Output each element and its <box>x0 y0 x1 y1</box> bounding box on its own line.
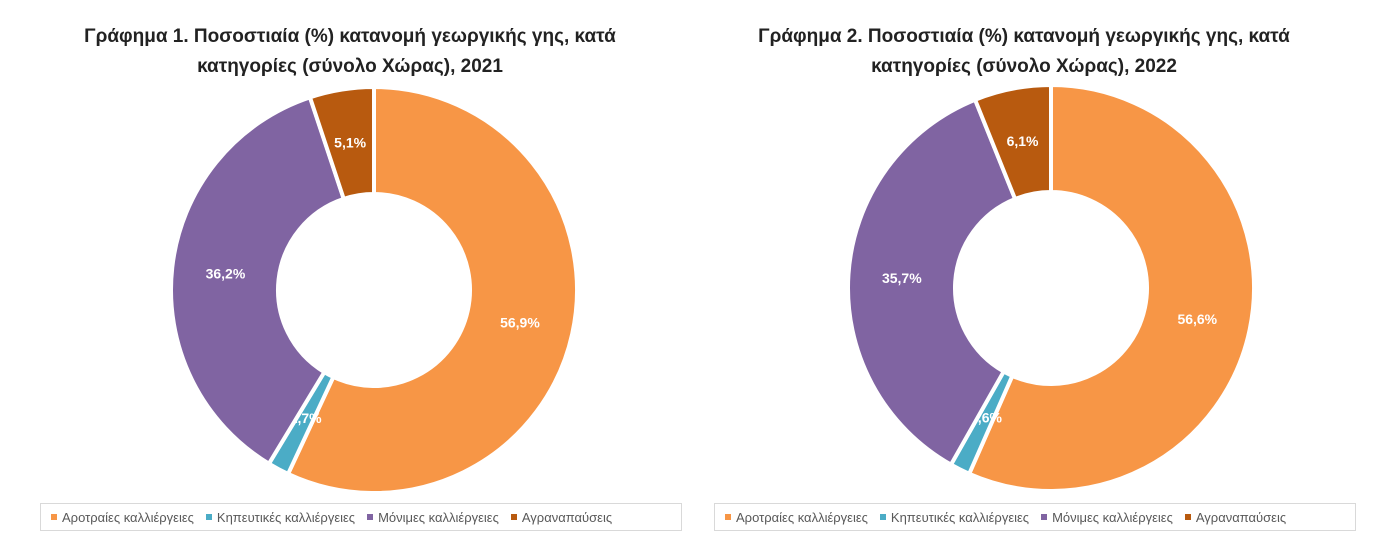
chart-title-line-1: Γράφημα 1. Ποσοστιαία (%) κατανομή γεωργ… <box>84 26 616 47</box>
chart-legend: Αροτραίες καλλιέργειες Κηπευτικές καλλιέρ… <box>40 503 682 531</box>
legend-swatch <box>879 514 886 520</box>
data-label: 56,9% <box>500 314 540 330</box>
chart-title-line-2: κατηγορίες (σύνολο Χώρας), 2022 <box>871 56 1177 77</box>
legend-label: Μόνιμες καλλιέργειες <box>1052 509 1173 525</box>
data-label: 5,1% <box>334 134 366 150</box>
data-label: 35,7% <box>882 270 922 286</box>
data-label: 56,6% <box>1177 311 1217 327</box>
legend-swatch <box>51 514 57 520</box>
legend-label: Μόνιμες καλλιέργειες <box>378 509 499 525</box>
legend-label: Αροτραίες καλλιέργειες <box>736 509 868 525</box>
legend-item: Αροτραίες καλλιέργειες <box>725 510 868 525</box>
data-label: 36,2% <box>206 265 246 281</box>
donut-slice-αροτραίες-καλλιέργειες <box>966 82 1256 493</box>
donut-slice-αγραναπαύσεις <box>972 82 1053 202</box>
legend-item: Αροτραίες καλλιέργειες <box>51 510 194 525</box>
chart-title: Γράφημα 2. Ποσοστιαία (%) κατανομή γεωργ… <box>694 22 1354 82</box>
legend-swatch <box>510 514 517 520</box>
legend-label: Κηπευτικές καλλιέργειες <box>890 509 1030 525</box>
legend-label: Αγραναπαύσεις <box>1195 509 1287 525</box>
chart-panel-2022: Γράφημα 2. Ποσοστιαία (%) κατανομή γεωργ… <box>694 0 1356 543</box>
legend-item: Κηπευτικές καλλιέργειες <box>205 509 356 525</box>
legend-swatch <box>205 514 212 520</box>
chart-title-line-2: κατηγορίες (σύνολο Χώρας), 2021 <box>197 56 503 77</box>
donut-slice-αροτραίες-καλλιέργειες <box>285 84 579 495</box>
legend-label: Αγραναπαύσεις <box>521 509 613 525</box>
legend-label: Κηπευτικές καλλιέργειες <box>216 509 356 525</box>
legend-item: Μόνιμες καλλιέργειες <box>367 510 499 525</box>
legend-swatch <box>725 514 731 520</box>
chart-panel-2021: Γράφημα 1. Ποσοστιαία (%) κατανομή γεωργ… <box>20 0 682 543</box>
legend-item: Κηπευτικές καλλιέργειες <box>879 509 1030 525</box>
donut-slice-μόνιμες-καλλιέργειες <box>169 94 347 467</box>
legend-swatch <box>1041 514 1048 520</box>
legend-swatch <box>1184 514 1191 520</box>
donut-chart-2022: 56,6%1,6%35,7%6,1% <box>846 82 1256 493</box>
legend-item: Αγραναπαύσεις <box>1184 509 1287 525</box>
chart-legend: Αροτραίες καλλιέργειες Κηπευτικές καλλιέρ… <box>714 503 1356 531</box>
legend-item: Αγραναπαύσεις <box>510 509 613 525</box>
data-label: 6,1% <box>1007 133 1039 149</box>
chart-title-line-1: Γράφημα 2. Ποσοστιαία (%) κατανομή γεωργ… <box>758 26 1290 47</box>
legend-item: Μόνιμες καλλιέργειες <box>1041 510 1173 525</box>
donut-chart-2021: 56,9%1,7%36,2%5,1% <box>169 84 579 495</box>
legend-swatch <box>367 514 374 520</box>
legend-label: Αροτραίες καλλιέργειες <box>62 509 194 525</box>
donut-slice-αγραναπαύσεις <box>307 84 376 202</box>
donut-slice-μόνιμες-καλλιέργειες <box>846 97 1018 468</box>
chart-title: Γράφημα 1. Ποσοστιαία (%) κατανομή γεωργ… <box>20 22 680 82</box>
